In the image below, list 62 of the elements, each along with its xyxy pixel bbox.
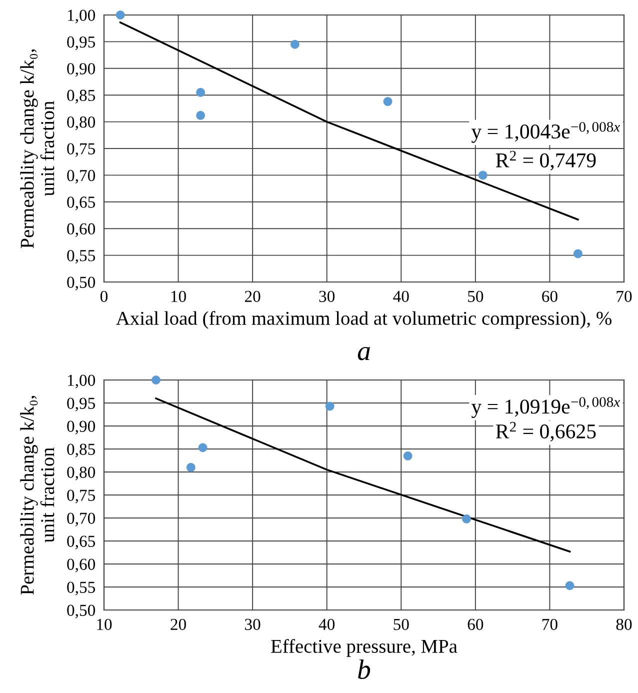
point (325, 402, 334, 411)
point (152, 376, 160, 384)
y-tick-label: 0,80 (67, 116, 96, 130)
point (198, 443, 208, 452)
y-tick-label: 0,55 (67, 250, 96, 264)
x-tick-label: 60 (542, 290, 558, 302)
y-tick-label: 0,80 (67, 466, 96, 480)
y-tick-label: 0,55 (67, 582, 96, 596)
annotation: y = 1,0043e$^{−0,008x}$ (471, 122, 620, 143)
point (186, 462, 196, 472)
x-tick-label: 30 (245, 618, 260, 630)
point (478, 170, 488, 180)
point (196, 88, 206, 97)
y-axis-title: Permeability change k/k₀, unit fraction (20, 396, 54, 595)
point (462, 514, 472, 524)
point (383, 97, 392, 106)
y-tick-label: 0,75 (67, 143, 96, 157)
point (403, 451, 412, 460)
y-tick-label: 0,85 (67, 90, 96, 104)
y-axis-title: Permeability change k/k₀, unit fraction (20, 49, 54, 248)
point (573, 249, 582, 258)
y-tick-label: 0,70 (67, 512, 96, 526)
x-tick-label: 20 (244, 290, 260, 302)
y-tick-label: 0,60 (67, 558, 96, 572)
point (565, 581, 574, 590)
x-axis-title: Effective pressure, MPa (271, 639, 458, 657)
text: b (358, 659, 370, 679)
y-tick-label: 0,50 (67, 276, 96, 290)
annotation: y = 1,0919e$^{−0,008x}$ (471, 397, 620, 418)
x-tick-label: 70 (542, 618, 558, 630)
y-tick-label: 1,00 (68, 374, 96, 388)
x-tick-label: 10 (171, 290, 186, 302)
x-tick-label: 30 (319, 290, 335, 302)
y-tick-label: 0,95 (67, 398, 96, 412)
x-tick-label: 70 (616, 290, 632, 302)
x-tick-label: 20 (170, 618, 186, 630)
x-tick-label: 10 (97, 618, 112, 630)
annotation: R$^{2}$ = 0,6625 (496, 422, 596, 442)
point (196, 110, 206, 120)
x-axis-title: Axial load (from maximum load at volumetric compression), % (116, 311, 612, 329)
y-tick-label: 0,85 (67, 444, 96, 458)
x-tick-label: 50 (394, 618, 409, 630)
point (116, 10, 125, 20)
text: a (358, 346, 370, 360)
x-tick-label: 80 (616, 618, 632, 630)
y-tick-label: 0,90 (67, 63, 96, 77)
x-tick-label: 40 (393, 290, 409, 302)
x-tick-label: 50 (468, 290, 484, 302)
x-tick-label: 0 (100, 290, 108, 302)
y-tick-label: 0,70 (67, 170, 96, 184)
y-tick-label: 1,00 (68, 10, 96, 24)
y-tick-label: 0,60 (67, 223, 96, 237)
y-tick-label: 0,90 (67, 420, 96, 434)
y-tick-label: 0,65 (67, 536, 96, 550)
annotation: R$^{2}$ = 0,7479 (496, 150, 596, 170)
x-tick-label: 40 (318, 618, 335, 630)
y-tick-label: 0,75 (67, 490, 96, 504)
y-tick-label: 0,95 (67, 36, 96, 50)
point (290, 40, 300, 49)
y-tick-label: 0,65 (67, 196, 96, 210)
y-tick-label: 0,50 (67, 604, 96, 618)
x-tick-label: 60 (468, 618, 484, 630)
